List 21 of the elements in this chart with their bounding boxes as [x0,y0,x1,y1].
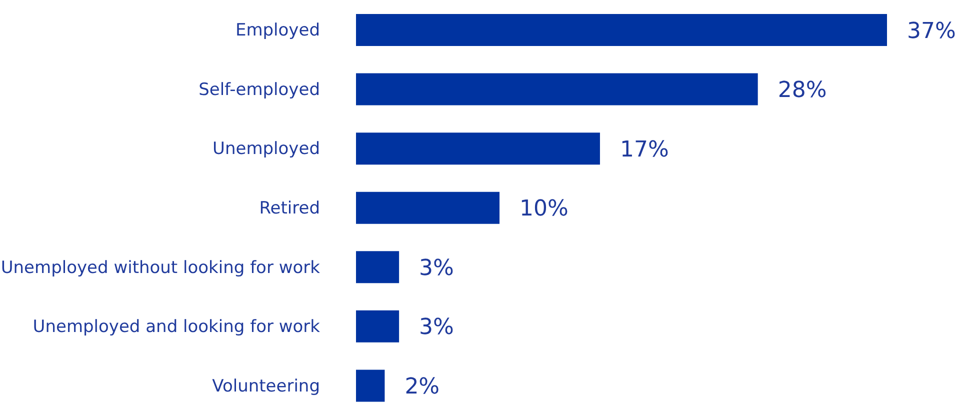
bar [356,14,887,46]
data-label: 2% [404,374,440,400]
data-label: 28% [778,78,827,104]
y-tick-label: Retired [259,198,320,219]
bar [356,370,385,402]
y-tick-label: Unemployed [212,139,320,160]
data-label: 3% [419,315,454,340]
bar [356,192,500,224]
y-tick-label: Unemployed and looking for work [32,317,320,338]
data-label: 37% [907,18,956,44]
y-tick-label: Unemployed without looking for work [0,258,320,278]
bar [356,310,400,342]
bar [356,251,400,284]
bar [356,132,600,165]
y-tick-label: Employed [235,20,320,41]
data-label: 10% [520,196,568,222]
data-label: 3% [419,256,454,281]
bar [356,73,758,106]
y-tick-label: Volunteering [212,376,320,396]
data-label: 17% [620,137,669,162]
y-tick-label: Self-employed [198,80,320,100]
